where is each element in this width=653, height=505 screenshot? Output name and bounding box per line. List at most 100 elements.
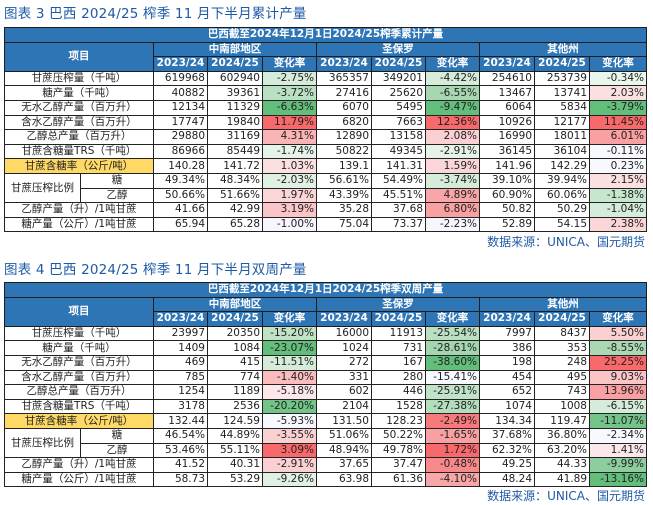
change-rate-cell: -25.91% [425,384,480,400]
row-sublabel: 乙醇 [80,187,154,204]
change-rate-cell: -2.23% [425,216,480,233]
value-cell: 42.99 [207,202,263,218]
value-cell: 50.22% [371,427,426,444]
change-rate-cell: -5.93% [262,413,317,429]
banner-row: 巴西截至2024年12月1日2024/25榨季累计产量 [3,27,648,43]
change-rate-cell: -11.07% [588,413,648,429]
value-cell: 602940 [207,70,263,87]
value-cell: 353 [534,340,590,356]
change-rate-cell: 2.38% [588,216,648,233]
value-cell: 44.33 [534,457,590,473]
change-rate-cell: 12.36% [425,114,480,131]
value-cell: 415 [207,354,263,371]
item-header: 项目 [4,41,154,72]
value-cell: 198 [479,354,535,371]
table-row: 甘蔗含糖量TRS（千吨） 86966 85449 -1.74% 50822 49345 -2… [4,143,648,160]
change-rate-cell: 3.09% [262,442,317,459]
table-row: 甘蔗含糖率（公斤/吨） 140.28 141.72 1.03% 139.1 141.31 1… [4,158,648,174]
change-rate-cell: -15.20% [262,325,317,342]
value-cell: 44.89% [207,427,263,444]
change-rate-cell: -1.38% [588,187,648,204]
region-header: 其他州 [478,296,648,313]
change-rate-cell: -9.47% [425,99,480,116]
value-cell: 51.66% [207,187,263,204]
value-cell: 119.47 [534,413,590,429]
value-cell: 41.89 [534,471,590,488]
change-rate-cell: -15.41% [425,369,480,386]
table-row: 甘蔗压榨比例糖 49.34% 48.34% -2.03% 56.61% 54.49% -3.… [4,172,648,204]
column-header: 2023/24 [153,56,208,72]
value-cell: 131.50 [316,413,372,429]
change-rate-cell: 6.01% [588,129,648,145]
change-rate-cell: -2.91% [425,143,480,160]
figure-title: 图表 3 巴西 2024/25 榨季 11 月下半月累计产量 [4,6,307,22]
value-cell: 2536 [207,398,263,415]
value-cell: 13467 [479,85,535,101]
change-rate-cell: -2.91% [262,457,317,473]
value-cell: 36.80% [534,427,590,444]
value-cell: 331 [316,369,372,386]
change-rate-cell: -3.79% [588,99,648,116]
change-rate-cell: -1.00% [262,216,317,233]
value-cell: 1254 [153,384,208,400]
region-header: 圣保罗 [316,296,480,313]
change-rate-cell: 6.80% [425,202,480,218]
cumulative-production-table: 巴西截至2024年12月1日2024/25榨季累计产量 项目 中南部地区 圣保罗 其他州… [3,27,648,233]
value-cell: 60.06% [534,187,590,204]
change-rate-cell: -28.61% [425,340,480,356]
column-header: 2024/25 [534,311,590,327]
value-cell: 19840 [207,114,263,131]
value-cell: 36104 [534,143,590,160]
value-cell: 60.90% [479,187,535,204]
value-cell: 349201 [371,70,426,87]
change-rate-cell: -0.48% [425,457,480,473]
value-cell: 254610 [479,70,535,87]
value-cell: 16990 [479,129,535,145]
value-cell: 39.94% [534,172,590,189]
value-cell: 12890 [316,129,372,145]
value-cell: 37.68% [479,427,535,444]
change-rate-cell: 11.79% [262,114,317,131]
value-cell: 75.04 [316,216,372,233]
row-label: 含水乙醇产量（百万升） [4,369,154,386]
region-header: 中南部地区 [153,296,317,313]
data-source: 数据来源：UNICA、国元期货 [487,235,645,249]
value-cell: 62.32% [479,442,535,459]
value-cell: 6064 [479,99,535,116]
table-row: 甘蔗压榨量（千吨） 23997 20350 -15.20% 16000 11913 -25.… [4,325,648,342]
change-rate-cell: -25.54% [425,325,480,342]
column-header: 变化率 [425,311,480,327]
column-header: 变化率 [588,56,648,72]
value-cell: 50.82 [479,202,535,218]
row-label: 甘蔗压榨比例 [4,172,81,204]
value-cell: 45.51% [371,187,426,204]
value-cell: 1074 [479,398,535,415]
item-header: 项目 [4,296,154,327]
column-header: 2024/25 [371,311,426,327]
table-row: 乙醇产量（升）/1吨甘蔗 41.66 42.99 3.19% 35.28 37.68 6.8… [4,202,648,218]
value-cell: 8437 [534,325,590,342]
column-header: 2023/24 [479,311,535,327]
column-header: 2023/24 [153,311,208,327]
value-cell: 140.28 [153,158,208,174]
value-cell: 40.31 [207,457,263,473]
value-cell: 65.94 [153,216,208,233]
value-cell: 272 [316,354,372,371]
change-rate-cell: -3.72% [262,85,317,101]
figure-title: 图表 4 巴西 2024/25 榨季 11 月下半月双周产量 [4,262,307,278]
table-row: 糖产量（公斤）/1吨甘蔗 65.94 65.28 -1.00% 75.04 73.37 -2… [4,216,648,233]
change-rate-cell: -8.55% [588,340,648,356]
column-header: 2024/25 [371,56,426,72]
column-header: 2024/25 [534,56,590,72]
change-rate-cell: -9.99% [588,457,648,473]
change-rate-cell: -23.07% [262,340,317,356]
data-source: 数据来源：UNICA、国元期货 [487,489,645,503]
banner-row: 巴西截至2024年12月1日2024/25榨季双周产量 [3,282,648,298]
value-cell: 652 [479,384,535,400]
change-rate-cell: 2.08% [425,129,480,145]
change-rate-cell: 0.23% [588,158,648,174]
value-cell: 54.15 [534,216,590,233]
value-cell: 139.1 [316,158,372,174]
value-cell: 6070 [316,99,372,116]
value-cell: 167 [371,354,426,371]
